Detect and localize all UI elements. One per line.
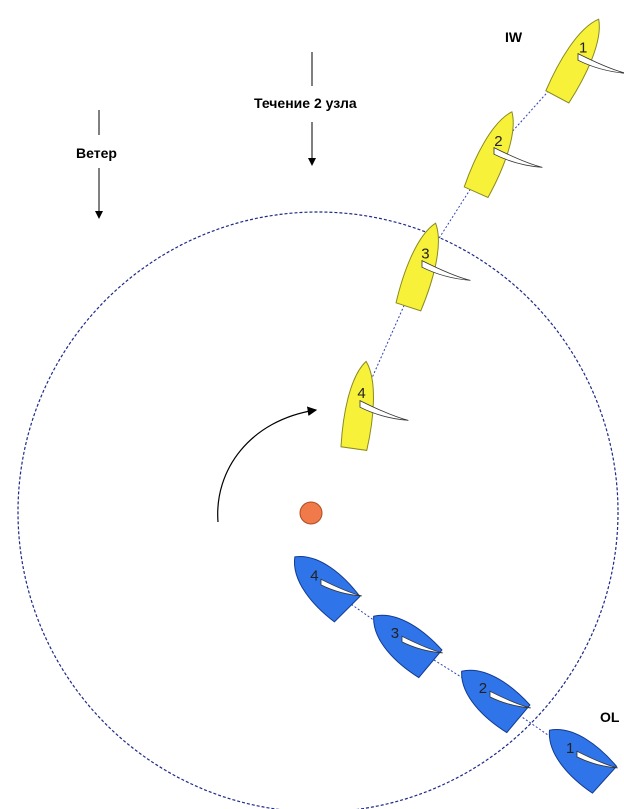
sail <box>576 750 618 769</box>
boat-number: 4 <box>310 567 318 584</box>
hull <box>395 222 439 312</box>
boat-number: 3 <box>391 625 399 642</box>
wind-label: Ветер <box>76 145 117 161</box>
boat-number: 2 <box>494 133 502 150</box>
turn-arrow <box>217 406 318 523</box>
boats: 1 2 3 4 1 2 3 4 <box>294 18 624 794</box>
boat-number: 3 <box>421 246 429 263</box>
ol-label: OL <box>600 709 620 725</box>
hull <box>294 556 361 623</box>
blue-boat: 3 <box>373 614 443 679</box>
zone-circle <box>17 211 619 809</box>
hull <box>340 360 374 451</box>
boat-number: 4 <box>357 385 365 402</box>
hull <box>545 18 600 104</box>
hull <box>463 111 514 199</box>
current-label: Течение 2 узла <box>254 95 357 111</box>
sail <box>401 635 443 654</box>
yellow-boat: 2 <box>463 111 543 199</box>
yellow-boat: 4 <box>340 360 409 451</box>
boat-number: 2 <box>479 680 487 697</box>
yellow-boat: 1 <box>545 18 624 104</box>
hull <box>461 669 531 734</box>
boat-number: 1 <box>579 39 587 56</box>
iw-label: IW <box>505 29 523 45</box>
boat-number: 1 <box>566 740 574 757</box>
mark <box>299 501 323 525</box>
sail <box>320 578 362 597</box>
sail <box>577 52 624 74</box>
yellow-boat: 3 <box>395 222 471 312</box>
sail <box>359 399 409 421</box>
sail <box>421 259 471 281</box>
hull <box>548 729 618 794</box>
sail <box>493 146 543 168</box>
sail <box>489 690 531 709</box>
blue-boat: 4 <box>294 556 362 623</box>
hull <box>373 614 443 679</box>
blue-boat: 2 <box>461 669 531 734</box>
blue-boat: 1 <box>548 729 618 794</box>
